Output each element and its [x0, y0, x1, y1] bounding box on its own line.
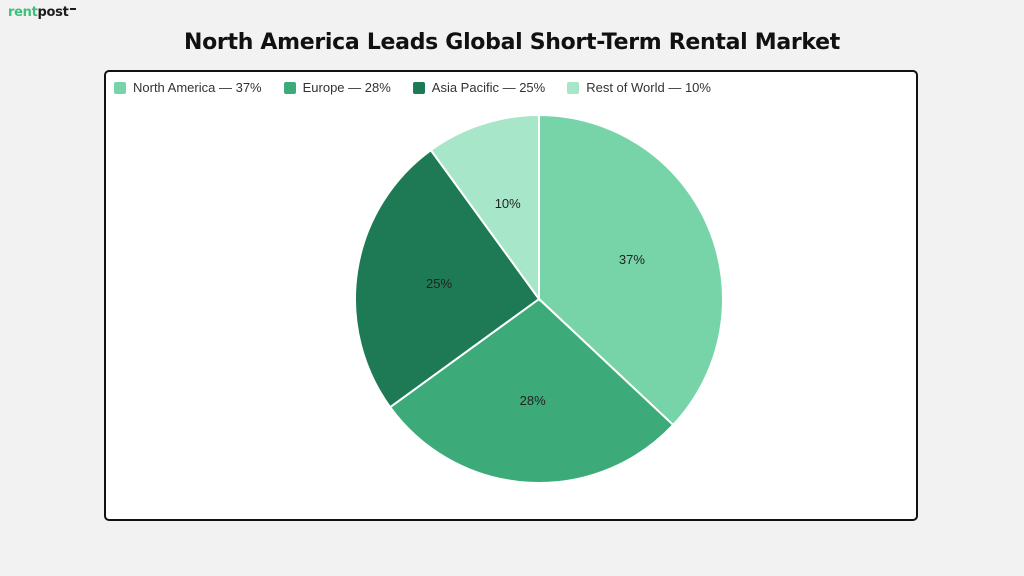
slice-value-label: 28% — [520, 393, 546, 408]
legend-item-europe[interactable]: Europe — 28% — [283, 80, 391, 95]
chart-card: 37% 28% 25% 10% North America — 37% Europe … — [104, 70, 918, 521]
legend-swatch — [114, 81, 126, 94]
legend-swatch — [567, 81, 580, 94]
pie-slice-north-america[interactable] — [538, 113, 724, 427]
pie-slice-rest-of-world[interactable] — [429, 113, 540, 303]
pie-slices — [354, 113, 724, 484]
legend-swatch — [283, 81, 296, 94]
logo-text-post: post — [37, 5, 69, 20]
slice-value-label: 37% — [619, 252, 645, 267]
legend-label: Europe — 28% — [302, 80, 391, 95]
pie-slice-asia-pacific[interactable] — [354, 148, 541, 409]
slice-value-label: 25% — [426, 276, 452, 291]
pie-labels: 37% 28% 25% 10% — [426, 196, 645, 408]
legend-label: Rest of World — 10% — [586, 80, 711, 95]
legend-label: Asia Pacific — 25% — [431, 80, 546, 95]
pie-slice-europe[interactable] — [388, 297, 675, 484]
chart-legend: North America — 37% Europe — 28% Asia Pa… — [114, 80, 733, 95]
legend-label: North America — 37% — [133, 80, 262, 95]
slice-value-label: 10% — [495, 196, 521, 211]
logo-mark — [69, 8, 76, 10]
brand-logo: rentpost — [8, 5, 76, 21]
logo-text-rent: rent — [8, 5, 38, 20]
legend-swatch — [412, 81, 425, 94]
chart-title: North America Leads Global Short-Term Re… — [184, 30, 840, 55]
legend-item-north-america[interactable]: North America — 37% — [114, 80, 262, 95]
legend-item-asia-pacific[interactable]: Asia Pacific — 25% — [412, 80, 546, 95]
pie-chart: 37% 28% 25% 10% — [354, 113, 724, 484]
legend-item-rest-of-world[interactable]: Rest of World — 10% — [567, 80, 711, 95]
